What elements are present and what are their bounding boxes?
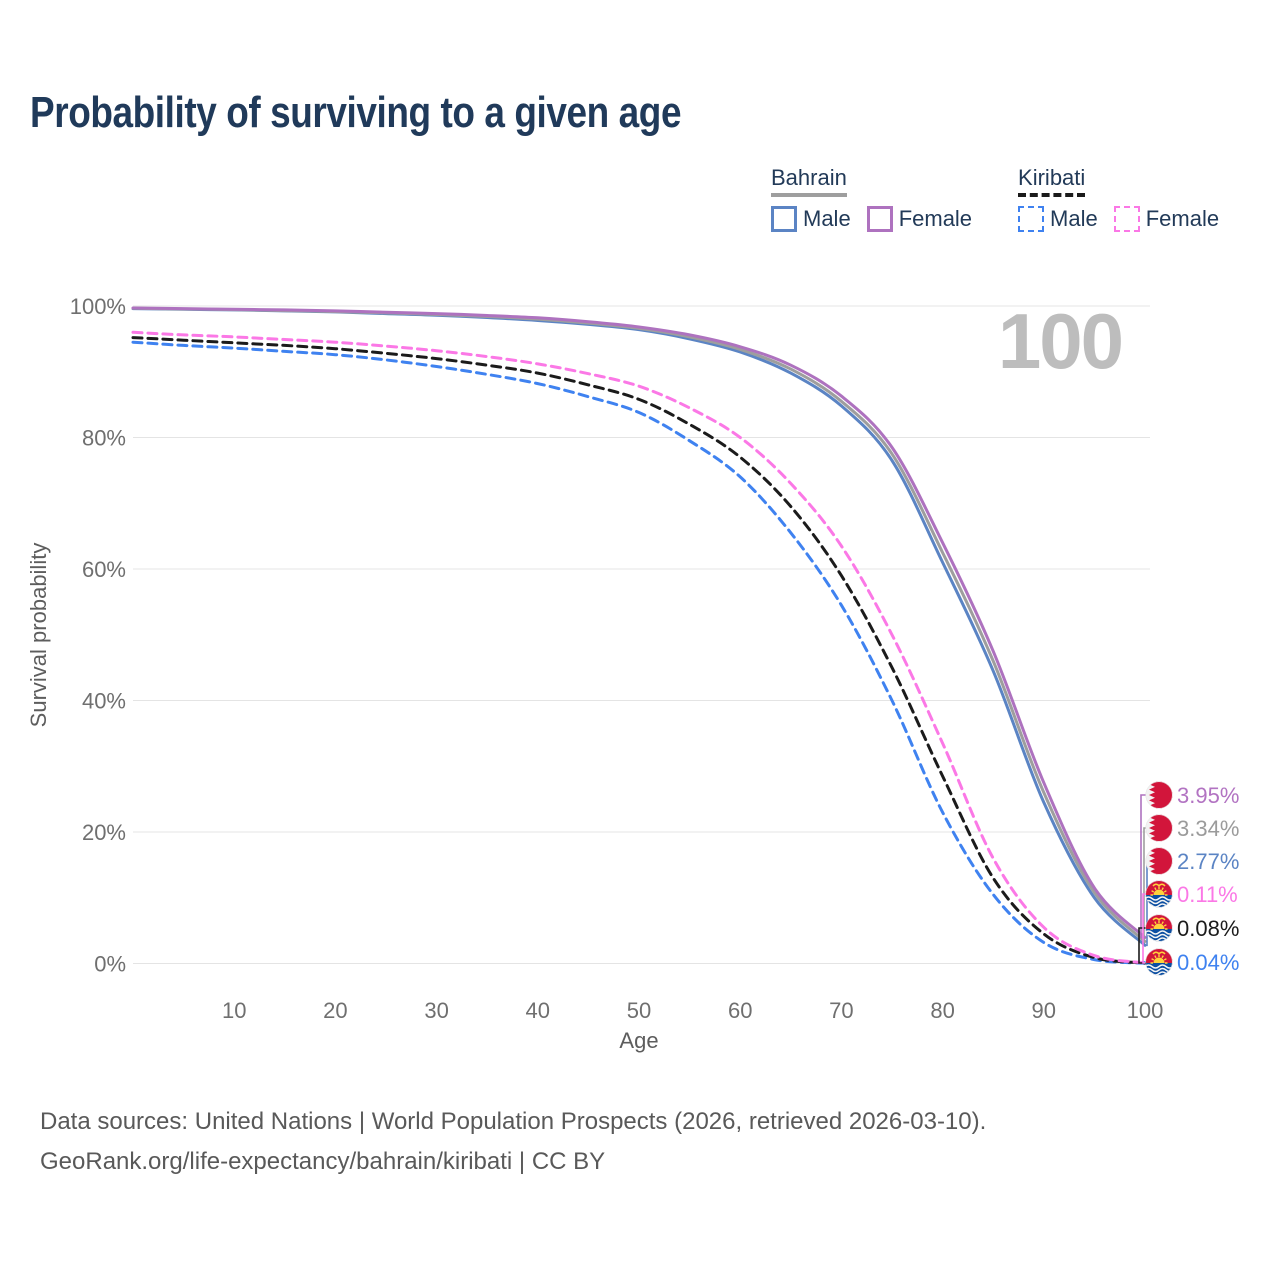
flag-kiribati-icon (1145, 914, 1173, 942)
legend-label-kiribati-female: Female (1145, 206, 1220, 232)
end-connector-bahrain-both (1143, 827, 1146, 943)
x-axis-title: Age (619, 1028, 658, 1053)
flag-bahrain-icon (1145, 814, 1173, 842)
legend-swatch-kiribati-female-icon (1113, 206, 1140, 233)
x-tick-label: 10 (222, 998, 246, 1023)
x-tick-label: 90 (1032, 998, 1056, 1023)
legend-label-bahrain-male: Male (803, 206, 851, 232)
legend-swatch-bahrain-male-icon (771, 206, 797, 233)
x-tick-label: 100 (1127, 998, 1164, 1023)
end-label-bahrain-female: 3.95% (1177, 783, 1239, 808)
x-tick-label: 80 (930, 998, 954, 1023)
end-label-kiribati-male: 0.04% (1177, 950, 1239, 975)
legend-item-kiribati-female: Female (1113, 206, 1220, 233)
source-line-1: Data sources: United Nations | World Pop… (40, 1108, 987, 1135)
legend-item-bahrain-female: Female (866, 206, 973, 233)
legend-row-kiribati: Male Female (1018, 206, 1220, 233)
series-line-kiribati-male (131, 340, 1147, 965)
series-line-kiribati-female (131, 330, 1147, 965)
page-title: Probability of surviving to a given age (30, 88, 682, 137)
series-line-kiribati-both (131, 336, 1147, 965)
legend-item-kiribati-male: Male (1018, 206, 1098, 233)
series-line-bahrain-female (131, 306, 1147, 939)
end-label-kiribati-female: 0.11% (1177, 882, 1238, 907)
legend-label-kiribati-male: Male (1050, 206, 1098, 232)
end-label-kiribati-both: 0.08% (1177, 916, 1239, 941)
legend-label-bahrain-female: Female (898, 206, 973, 232)
y-axis-title: Survival probability (26, 543, 51, 728)
source-text: Data sources: United Nations | World Pop… (40, 1102, 986, 1181)
legend: Bahrain Male Female Kiribati Male Female (771, 165, 1220, 233)
source-line-2: GeoRank.org/life-expectancy/bahrain/kiri… (40, 1147, 606, 1175)
legend-row-bahrain: Male Female (771, 206, 973, 233)
x-tick-label: 70 (829, 998, 853, 1023)
series-line-bahrain-male (131, 307, 1147, 947)
flag-kiribati-icon (1145, 948, 1173, 976)
x-tick-label: 40 (526, 998, 550, 1023)
x-tick-label: 50 (627, 998, 651, 1023)
y-tick-label: 80% (82, 426, 126, 451)
watermark-label: 100 (998, 297, 1122, 385)
legend-swatch-bahrain-female-icon (866, 206, 893, 233)
legend-group-kiribati: Kiribati Male Female (1018, 165, 1220, 233)
flag-bahrain-icon (1145, 781, 1173, 809)
y-tick-label: 100% (70, 294, 126, 319)
legend-item-bahrain-male: Male (771, 206, 851, 233)
legend-country-bahrain: Bahrain (771, 165, 847, 198)
y-tick-label: 60% (82, 557, 126, 582)
series-line-bahrain-both (131, 306, 1147, 943)
legend-swatch-kiribati-male-icon (1018, 206, 1045, 233)
end-connector-kiribati-female (1142, 893, 1146, 964)
end-label-bahrain-male: 2.77% (1177, 849, 1239, 874)
y-tick-label: 40% (82, 689, 126, 714)
legend-country-kiribati: Kiribati (1018, 165, 1086, 198)
x-tick-label: 20 (323, 998, 347, 1023)
y-tick-label: 0% (94, 952, 126, 977)
flag-bahrain-icon (1145, 847, 1173, 875)
x-tick-label: 30 (424, 998, 448, 1023)
legend-group-bahrain: Bahrain Male Female (771, 165, 973, 233)
y-tick-label: 20% (82, 820, 126, 845)
flag-kiribati-icon (1145, 880, 1173, 908)
x-tick-label: 60 (728, 998, 752, 1023)
end-label-bahrain-both: 3.34% (1177, 816, 1239, 841)
